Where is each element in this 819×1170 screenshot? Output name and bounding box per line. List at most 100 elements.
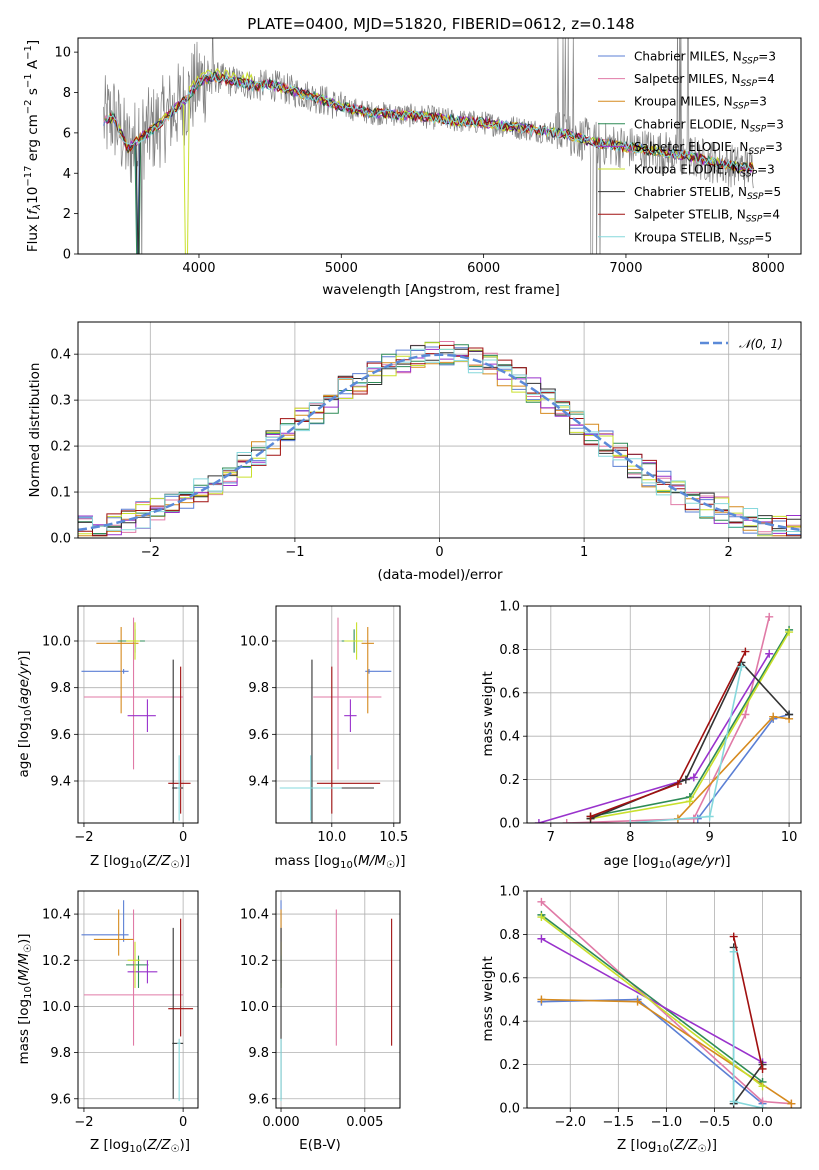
y-tick-label: 9.4 [248, 775, 269, 790]
weight-marker [729, 947, 738, 956]
y-tick-label: 0.2 [499, 773, 520, 788]
y-tick-label: 10.4 [42, 908, 71, 923]
legend-label: Salpeter ELODIE, NSSP=3 [634, 140, 783, 157]
x-tick-label: 9 [706, 830, 714, 845]
y-tick-label: 0.2 [50, 440, 71, 455]
y-tick-label: 0.4 [499, 1015, 520, 1030]
weight-marker [729, 1097, 738, 1106]
spectrum-title: PLATE=0400, MJD=51820, FIBERID=0612, z=0… [247, 15, 634, 33]
age-mass-xlabel: mass [log10(M/M☉)] [274, 853, 405, 871]
legend-label: Chabrier STELIB, NSSP=5 [634, 185, 781, 202]
x-tick-label: 0 [435, 545, 443, 560]
ebv-panel-frame [275, 890, 401, 1109]
y-tick-label: 0.0 [499, 1102, 520, 1117]
weight-marker [562, 819, 571, 823]
x-tick-label: 0.0 [752, 1115, 773, 1130]
age-ylabel: age [log10(age/yr)] [16, 650, 34, 777]
y-tick-label: 0.6 [499, 971, 520, 986]
y-tick-label: 10.4 [240, 908, 269, 923]
x-tick-label: 4000 [182, 261, 215, 276]
x-tick-label: 5000 [325, 261, 358, 276]
weight-age-ylabel: mass weight [480, 671, 496, 756]
weight-z-panel-frame [526, 890, 802, 1109]
mass-z-panel-points [81, 900, 194, 1102]
y-tick-label: 9.6 [248, 1092, 269, 1107]
spectrum-legend: Chabrier MILES, NSSP=3 Salpeter MILES, NS… [598, 50, 784, 247]
y-tick-label: 9.8 [50, 1046, 71, 1061]
error-bar [126, 622, 140, 660]
x-tick-label: −2 [141, 545, 160, 560]
error-bar [279, 755, 342, 821]
y-tick-label: 0.1 [50, 486, 71, 501]
model-spectrum-series [106, 71, 755, 254]
x-tick-label: 0 [179, 1115, 187, 1130]
y-tick-label: 4 [63, 167, 71, 182]
error-bar [177, 755, 181, 821]
x-tick-label: 2 [725, 545, 733, 560]
weight-marker [785, 710, 794, 719]
weight-series [540, 916, 763, 1087]
weight-age-panel-lines [534, 612, 794, 823]
legend-label: Chabrier ELODIE, NSSP=3 [634, 117, 784, 134]
weight-marker [537, 897, 546, 906]
y-tick-label: 0.6 [499, 686, 520, 701]
x-tick-label: 10.0 [317, 830, 346, 845]
y-tick-label: 9.6 [50, 1092, 71, 1107]
y-tick-label: 9.8 [50, 681, 71, 696]
x-tick-label: 10.5 [379, 830, 408, 845]
weight-marker [537, 913, 546, 922]
weight-age-panel-frame [526, 605, 802, 824]
weight-marker [758, 1082, 767, 1091]
weight-marker [626, 819, 635, 823]
weight-marker [537, 995, 546, 1004]
error-bar [127, 699, 156, 732]
legend-label: Salpeter MILES, NSSP=4 [634, 72, 775, 89]
weight-marker [689, 773, 698, 782]
age-z-panel-frame [77, 605, 199, 824]
weight-series [732, 936, 764, 1070]
error-bar [127, 941, 140, 988]
weight-marker [758, 1064, 767, 1073]
error-bar [81, 900, 129, 942]
mass-ylabel: mass [log10(M/M☉)] [16, 933, 34, 1064]
y-tick-label: 9.8 [248, 1046, 269, 1061]
weight-marker [685, 797, 694, 806]
weight-marker [705, 812, 714, 821]
y-tick-label: 0.4 [499, 730, 520, 745]
age-mass-panel-points [279, 617, 392, 823]
x-tick-label: −1.5 [603, 1115, 635, 1130]
weight-marker [758, 1104, 767, 1108]
weight-series [541, 938, 763, 1064]
spectrum-ylabel: Flux [fλ10−17 erg cm−2 s−1 A−1] [23, 40, 43, 252]
legend-label: 𝒩(0, 1) [739, 337, 783, 351]
weight-marker [741, 647, 750, 656]
x-tick-label: −2 [74, 1115, 93, 1130]
age-mass-panel: 10.0 10.5 9.4 9.6 9.8 10.0 [240, 606, 408, 845]
error-bar [361, 627, 374, 714]
spectrum-plot [103, 38, 755, 254]
weight-marker [534, 819, 543, 823]
y-tick-label: 0.3 [50, 394, 71, 409]
age-mass-panel-frame [275, 605, 401, 824]
ebv-panel-points [280, 900, 393, 1102]
ebv-panel: 0.000 0.005 9.6 9.8 10.0 10.2 10.4 [240, 891, 400, 1130]
age-z-panel: −2 0 9.4 9.6 9.8 10.0 [42, 606, 198, 845]
error-bar [365, 669, 392, 674]
legend-label: Kroupa MILES, NSSP=3 [634, 95, 767, 112]
legend-label: Salpeter STELIB, NSSP=4 [634, 208, 780, 225]
x-tick-label: 7000 [609, 261, 642, 276]
y-tick-label: 8 [63, 86, 71, 101]
model-spectrum-series [106, 71, 753, 173]
histograms [78, 341, 801, 537]
y-tick-label: 0.0 [499, 817, 520, 832]
x-tick-label: −2.0 [554, 1115, 586, 1130]
y-tick-label: 10 [54, 46, 71, 61]
y-tick-label: 9.6 [248, 728, 269, 743]
x-tick-label: −1.0 [651, 1115, 683, 1130]
y-tick-label: 6 [63, 126, 71, 141]
y-tick-label: 10.0 [240, 635, 269, 650]
weight-series [540, 914, 763, 1083]
weight-marker [785, 628, 794, 637]
mass-z-panel: −2 0 9.6 9.8 10.0 10.2 10.4 [42, 891, 198, 1130]
legend-label: Kroupa STELIB, NSSP=5 [634, 230, 772, 247]
